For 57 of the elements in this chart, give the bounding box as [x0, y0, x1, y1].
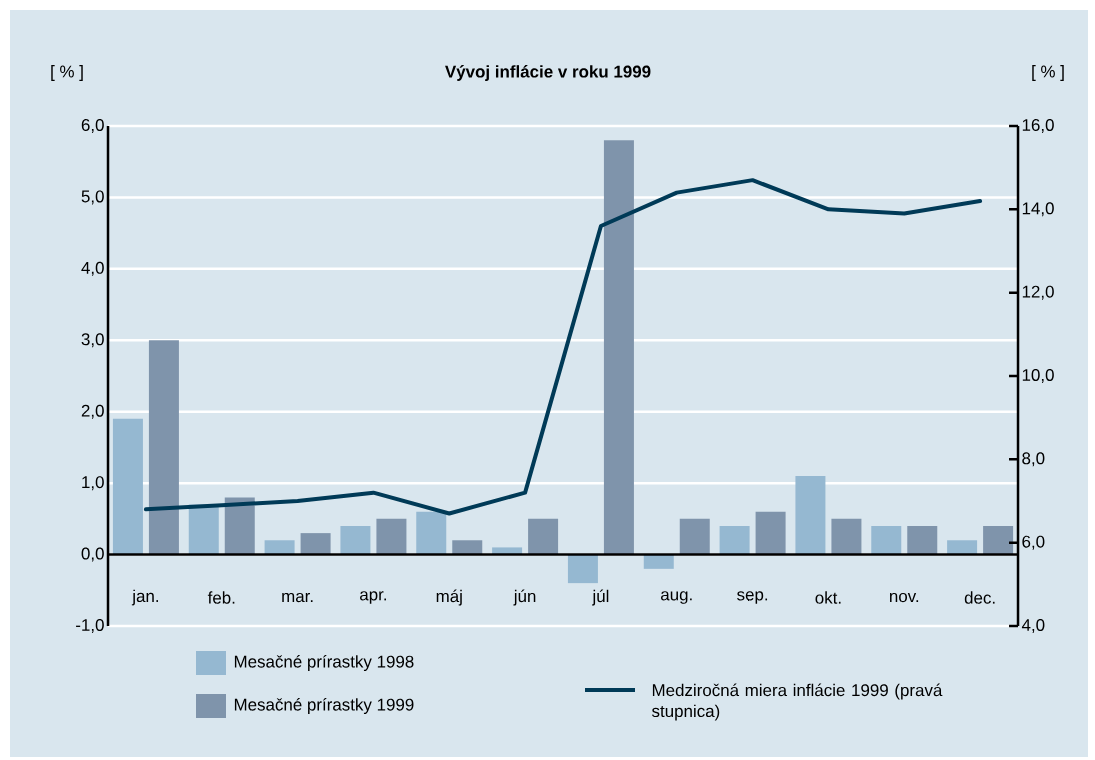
y-tick-label: 2,0 — [81, 404, 104, 419]
bar — [148, 340, 179, 555]
bar — [871, 525, 902, 555]
bar — [188, 504, 219, 555]
bar — [567, 554, 598, 584]
y2-tick-label: 16,0 — [1022, 118, 1054, 133]
x-tick-label: sep. — [737, 591, 768, 604]
bar — [755, 511, 786, 555]
bar — [907, 525, 938, 555]
bar — [528, 518, 559, 555]
bar — [452, 540, 483, 555]
legend-label: Mesačné prírastky 1999 — [234, 697, 414, 714]
bar — [224, 497, 255, 555]
legend-label: Mesačné prírastky 1998 — [234, 654, 414, 671]
x-tick-label: feb. — [207, 591, 235, 604]
x-tick-label: jan. — [131, 589, 159, 606]
bar — [643, 554, 674, 569]
x-tick-label: júl — [592, 589, 609, 606]
bar — [983, 525, 1014, 555]
x-tick-label: aug. — [661, 591, 692, 604]
bar — [264, 540, 295, 555]
x-tick-label: máj — [436, 589, 462, 606]
y2-axis-title: [ % ] — [1032, 65, 1064, 81]
y-tick-label: 4,0 — [81, 261, 104, 276]
bar — [795, 475, 826, 555]
x-tick-label: mar. — [282, 592, 313, 603]
bar — [376, 518, 407, 555]
y2-tick-label: 12,0 — [1022, 285, 1054, 300]
y2-tick-label: 14,0 — [1022, 202, 1054, 217]
bar — [416, 511, 447, 555]
legend-label: Medziročná miera inflácie 1999 (pravá stupnica) — [651, 683, 943, 721]
x-tick-label: nov. — [890, 592, 919, 603]
chart-title: Vývoj inflácie v roku 1999 — [445, 65, 651, 81]
bar — [947, 540, 978, 555]
x-tick-label: jún — [513, 589, 536, 606]
y-tick-label: -1,0 — [76, 618, 104, 633]
y2-tick-label: 10,0 — [1022, 368, 1054, 383]
bar — [831, 518, 862, 555]
y-tick-label: 3,0 — [81, 333, 104, 348]
y-tick-label: 5,0 — [81, 190, 104, 205]
y2-tick-label: 6,0 — [1022, 535, 1045, 550]
y-tick-label: 1,0 — [82, 476, 104, 491]
y-axis-title: [ % ] — [51, 65, 83, 81]
line-series — [143, 178, 983, 516]
y2-tick-label: 4,0 — [1021, 618, 1045, 633]
y-tick-label: 6,0 — [81, 118, 104, 133]
y2-tick-label: 8,0 — [1022, 452, 1045, 467]
bar — [719, 525, 750, 555]
bar — [679, 518, 710, 555]
bar — [300, 533, 331, 555]
x-tick-label: okt. — [815, 591, 841, 604]
bar — [340, 525, 371, 555]
bar — [603, 140, 634, 555]
x-tick-label: apr. — [360, 591, 386, 604]
bar — [112, 418, 143, 555]
x-tick-label: dec. — [964, 591, 995, 604]
y-tick-label: 0,0 — [81, 547, 104, 562]
